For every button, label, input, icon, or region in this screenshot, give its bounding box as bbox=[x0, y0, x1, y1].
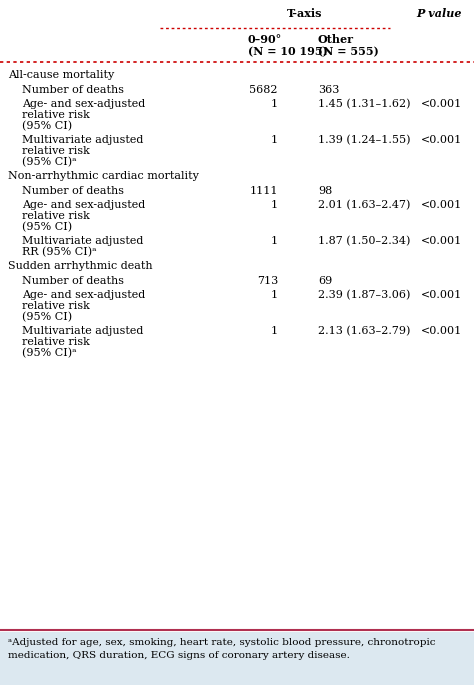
Text: Multivariate adjusted: Multivariate adjusted bbox=[22, 326, 143, 336]
Text: 5682: 5682 bbox=[249, 85, 278, 95]
Text: Age- and sex-adjusted: Age- and sex-adjusted bbox=[22, 200, 145, 210]
Text: <0.001: <0.001 bbox=[421, 326, 462, 336]
Text: Number of deaths: Number of deaths bbox=[22, 276, 124, 286]
Text: ᵃAdjusted for age, sex, smoking, heart rate, systolic blood pressure, chronotrop: ᵃAdjusted for age, sex, smoking, heart r… bbox=[8, 638, 436, 647]
Text: 69: 69 bbox=[318, 276, 332, 286]
Text: (N = 555): (N = 555) bbox=[318, 46, 379, 57]
Text: Multivariate adjusted: Multivariate adjusted bbox=[22, 135, 143, 145]
Text: <0.001: <0.001 bbox=[421, 290, 462, 300]
Text: 1.39 (1.24–1.55): 1.39 (1.24–1.55) bbox=[318, 135, 410, 145]
Text: 1111: 1111 bbox=[249, 186, 278, 196]
Text: 713: 713 bbox=[257, 276, 278, 286]
Text: RR (95% CI)ᵃ: RR (95% CI)ᵃ bbox=[22, 247, 97, 258]
Text: <0.001: <0.001 bbox=[421, 200, 462, 210]
Text: 1: 1 bbox=[271, 290, 278, 300]
Text: 1: 1 bbox=[271, 200, 278, 210]
Text: (95% CI): (95% CI) bbox=[22, 312, 72, 323]
Text: 2.01 (1.63–2.47): 2.01 (1.63–2.47) bbox=[318, 200, 410, 210]
Text: Multivariate adjusted: Multivariate adjusted bbox=[22, 236, 143, 246]
Text: Number of deaths: Number of deaths bbox=[22, 85, 124, 95]
Text: Number of deaths: Number of deaths bbox=[22, 186, 124, 196]
Text: (95% CI)ᵃ: (95% CI)ᵃ bbox=[22, 348, 76, 358]
Text: relative risk: relative risk bbox=[22, 301, 90, 311]
Text: Age- and sex-adjusted: Age- and sex-adjusted bbox=[22, 290, 145, 300]
Text: All-cause mortality: All-cause mortality bbox=[8, 70, 114, 80]
Text: 363: 363 bbox=[318, 85, 339, 95]
Text: Age- and sex-adjusted: Age- and sex-adjusted bbox=[22, 99, 145, 109]
Text: <0.001: <0.001 bbox=[421, 236, 462, 246]
Text: relative risk: relative risk bbox=[22, 110, 90, 120]
Text: T-axis: T-axis bbox=[287, 8, 323, 19]
Text: (N = 10 195): (N = 10 195) bbox=[248, 46, 328, 57]
Text: (95% CI): (95% CI) bbox=[22, 222, 72, 232]
Text: Non-arrhythmic cardiac mortality: Non-arrhythmic cardiac mortality bbox=[8, 171, 199, 181]
Text: medication, QRS duration, ECG signs of coronary artery disease.: medication, QRS duration, ECG signs of c… bbox=[8, 651, 350, 660]
Text: P value: P value bbox=[417, 8, 462, 19]
Text: Other: Other bbox=[318, 34, 354, 45]
Text: (95% CI)ᵃ: (95% CI)ᵃ bbox=[22, 157, 76, 167]
Text: 2.13 (1.63–2.79): 2.13 (1.63–2.79) bbox=[318, 326, 410, 336]
Text: 1.45 (1.31–1.62): 1.45 (1.31–1.62) bbox=[318, 99, 410, 110]
Text: 1: 1 bbox=[271, 99, 278, 109]
Bar bbox=[0, 632, 474, 685]
Text: relative risk: relative risk bbox=[22, 211, 90, 221]
Text: 98: 98 bbox=[318, 186, 332, 196]
Text: 1.87 (1.50–2.34): 1.87 (1.50–2.34) bbox=[318, 236, 410, 247]
Text: 0–90°: 0–90° bbox=[248, 34, 282, 45]
Text: <0.001: <0.001 bbox=[421, 99, 462, 109]
Text: 2.39 (1.87–3.06): 2.39 (1.87–3.06) bbox=[318, 290, 410, 300]
Text: 1: 1 bbox=[271, 135, 278, 145]
Text: (95% CI): (95% CI) bbox=[22, 121, 72, 132]
Text: 1: 1 bbox=[271, 326, 278, 336]
Text: relative risk: relative risk bbox=[22, 337, 90, 347]
Text: relative risk: relative risk bbox=[22, 146, 90, 156]
Text: 1: 1 bbox=[271, 236, 278, 246]
Text: <0.001: <0.001 bbox=[421, 135, 462, 145]
Text: Sudden arrhythmic death: Sudden arrhythmic death bbox=[8, 261, 153, 271]
